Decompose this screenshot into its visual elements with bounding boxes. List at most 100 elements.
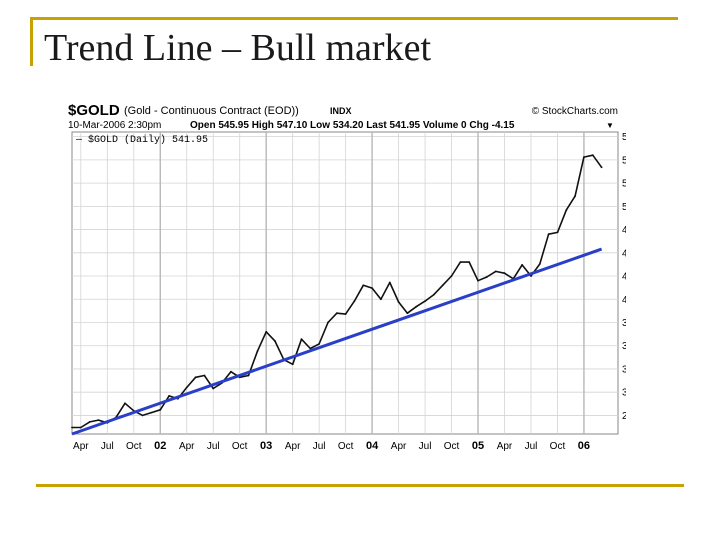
price-point <box>274 340 276 342</box>
price-point <box>459 261 462 263</box>
x-tick-label: Jul <box>101 441 114 452</box>
chart-datetime: 10-Mar-2006 2:30pm <box>68 120 161 131</box>
x-tick-label: 04 <box>366 440 379 452</box>
price-point <box>71 426 73 429</box>
price-point <box>335 312 338 315</box>
x-tick-label: Apr <box>285 441 301 452</box>
chart-exchange: INDX <box>330 106 352 116</box>
price-point <box>194 376 197 379</box>
y-tick-label: 450 <box>622 248 626 259</box>
price-point <box>150 411 153 414</box>
chart-legend: — $GOLD (Daily) 541.95 <box>75 134 208 146</box>
x-tick-label: Oct <box>126 441 142 452</box>
price-point <box>300 338 303 341</box>
chart-symbol: $GOLD <box>68 102 120 119</box>
price-point <box>477 279 479 282</box>
y-tick-label: 350 <box>622 341 626 352</box>
title-accent-bar <box>30 18 33 66</box>
price-point <box>547 233 550 236</box>
x-tick-label: Apr <box>179 441 195 452</box>
price-point <box>88 421 91 423</box>
price-point <box>424 300 426 302</box>
price-point <box>371 287 373 289</box>
price-point <box>574 195 576 197</box>
x-tick-label: Oct <box>232 441 248 452</box>
price-point <box>247 374 250 377</box>
price-point <box>521 264 523 266</box>
x-tick-label: Oct <box>550 441 566 452</box>
x-tick-label: 02 <box>154 440 166 452</box>
price-point <box>141 414 144 417</box>
price-point <box>124 402 126 405</box>
price-point <box>97 419 100 421</box>
price-point <box>309 347 312 350</box>
y-tick-label: 300 <box>622 388 626 399</box>
x-tick-label: Jul <box>313 441 326 452</box>
x-tick-label: 03 <box>260 440 272 452</box>
x-tick-label: Jul <box>419 441 432 452</box>
price-point <box>168 395 170 397</box>
plot-frame <box>71 131 619 435</box>
price-point <box>212 387 215 390</box>
y-tick-label: 425 <box>622 272 626 283</box>
y-tick-label: 275 <box>622 411 626 422</box>
x-tick-label: Oct <box>338 441 354 452</box>
x-tick-label: Oct <box>444 441 460 452</box>
x-tick-label: Jul <box>207 441 220 452</box>
x-tick-label: 06 <box>578 440 590 452</box>
plot-area: 275 300 325 350 375 400 425 450 475 500 525 550 575 A… <box>71 131 626 452</box>
footer-accent-rule <box>36 484 684 487</box>
chart-ohlc-arrow: ▼ <box>606 121 614 130</box>
y-tick-label: 525 <box>622 179 626 190</box>
price-point <box>256 350 259 353</box>
price-point <box>406 312 409 315</box>
slide-title: Trend Line – Bull market <box>44 27 431 69</box>
price-point <box>530 275 532 277</box>
price-point <box>494 270 497 273</box>
y-tick-label: 550 <box>622 155 626 166</box>
chart-description: (Gold - Continuous Contract (EOD)) <box>124 105 299 117</box>
x-tick-label: Apr <box>73 441 89 452</box>
price-point <box>591 154 594 157</box>
price-point <box>159 408 162 411</box>
price-point <box>344 313 347 315</box>
price-point <box>185 386 188 389</box>
trend-line <box>71 247 603 436</box>
price-point <box>230 370 232 373</box>
x-tick-label: Apr <box>497 441 513 452</box>
price-point <box>583 156 585 158</box>
price-point <box>441 284 444 287</box>
price-point <box>485 276 488 278</box>
price-point <box>503 272 506 275</box>
y-tick-label: 325 <box>622 364 626 375</box>
price-point <box>318 343 320 345</box>
price-point <box>538 263 541 265</box>
x-tick-label: 05 <box>472 440 484 452</box>
price-point <box>203 374 206 377</box>
price-point <box>450 275 453 277</box>
chart-source: © StockCharts.com <box>532 106 618 117</box>
price-point <box>556 231 559 234</box>
y-tick-label: 500 <box>622 202 626 213</box>
chart-ohlc: Open 545.95 High 547.10 Low 534.20 Last … <box>190 120 515 131</box>
y-tick-label: 400 <box>622 295 626 306</box>
price-point <box>79 426 82 429</box>
price-point <box>415 305 418 308</box>
price-point <box>397 301 400 303</box>
price-point <box>388 281 391 284</box>
y-tick-label: 375 <box>622 318 626 329</box>
price-point <box>265 330 268 333</box>
gold-chart: $GOLD (Gold - Continuous Contract (EOD))… <box>66 100 626 460</box>
price-point <box>380 298 382 301</box>
price-point <box>327 321 329 324</box>
y-tick-label: 475 <box>622 225 626 236</box>
price-point <box>362 284 365 287</box>
x-tick-label: Apr <box>391 441 407 452</box>
x-tick-label: Jul <box>525 441 538 452</box>
price-point <box>291 363 294 366</box>
title-accent-rule <box>30 17 678 20</box>
y-tick-label: 575 <box>622 132 626 143</box>
price-point <box>565 209 568 211</box>
price-point <box>433 293 435 296</box>
price-point <box>468 261 471 263</box>
